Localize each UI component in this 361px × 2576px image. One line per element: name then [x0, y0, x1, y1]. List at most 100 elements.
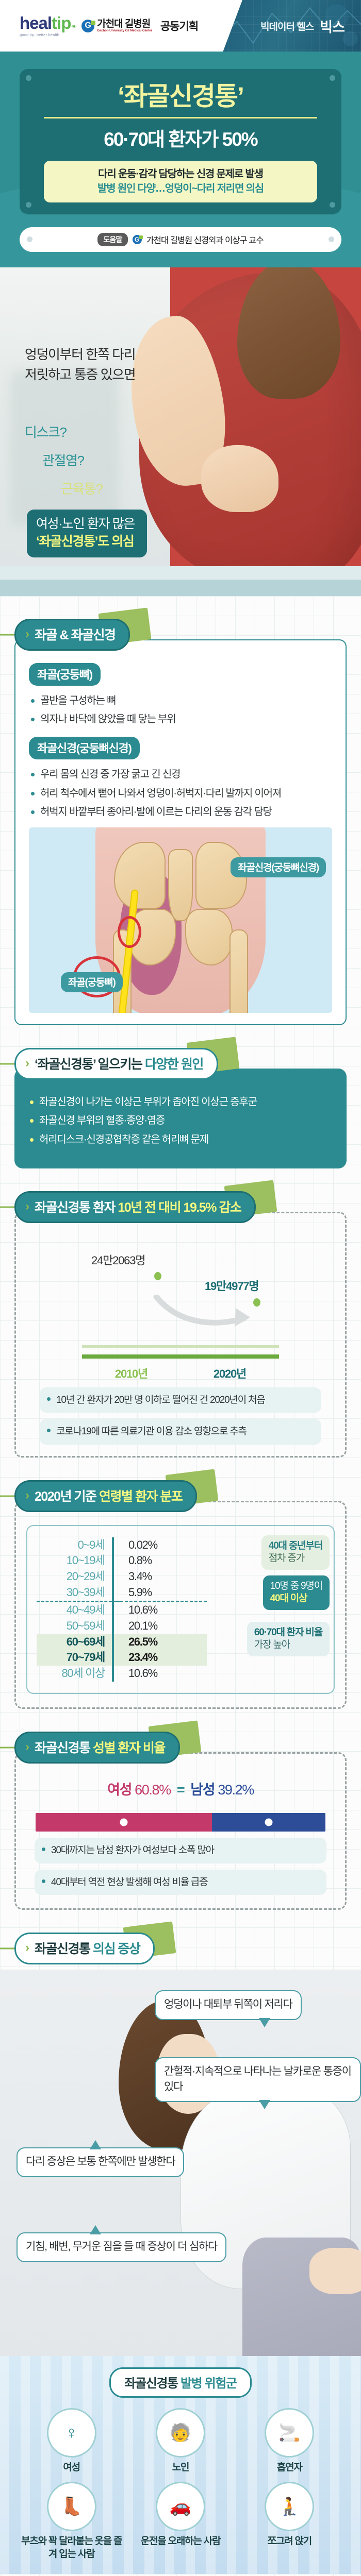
- table-divider: [112, 1634, 120, 1650]
- intro-question-1: 디스크?: [25, 424, 67, 440]
- pelvis-diagram: 좌골신경(궁둥뼈신경) 좌골(궁둥뼈): [29, 827, 332, 1013]
- section-heading-gender: › 좌골신경통 성별 환자 비율: [0, 1720, 202, 1764]
- age-percent: 10.6%: [128, 1667, 158, 1680]
- intro-callout-line1: 여성·노인 환자 많은: [36, 516, 135, 531]
- section-heading-anatomy: › 좌골 & 좌골신경: [0, 607, 152, 651]
- table-divider: [112, 1618, 120, 1634]
- symptoms-heading-highlight: 의심 증상: [92, 1942, 141, 1957]
- femur-right-bone: [229, 929, 248, 1013]
- driving-icon: 🚗: [155, 2481, 205, 2531]
- divider-band: [0, 579, 361, 596]
- table-divider: [112, 1569, 120, 1585]
- hero-summary-line1: 다리 운동·감각 담당하는 신경 문제로 발생: [98, 168, 264, 180]
- gender-card: 여성 60.8% = 남성 39.2% 30대까지는 남성 환자가 여성보다 소…: [14, 1752, 347, 1910]
- chevron-right-icon: ›: [25, 1941, 29, 1955]
- list-item: 좌골신경 부위의 혈종·종양·염증: [28, 1113, 333, 1129]
- anatomy-sub1-list: 골반을 구성하는 뼈 의자나 바닥에 앉았을 때 닿는 부위: [29, 693, 332, 727]
- gender-summary: 여성 60.8% = 남성 39.2%: [29, 1778, 332, 1799]
- intro-text: 엉덩이부터 한쪽 다리 저릿하고 통증 있으면: [25, 345, 136, 385]
- symptoms-heading-pill: › 좌골신경통 의심 증상: [14, 1933, 155, 1965]
- equals-sign: =: [176, 1782, 185, 1798]
- risk-heading-pill: 좌골신경통 발병 위험군: [109, 2367, 252, 2398]
- gender-note-1: 30대까지는 남성 환자가 여성보다 소폭 많아: [35, 1838, 326, 1863]
- section-heading-causes: › ‘좌골신경통’ 일으키는 다양한 원인: [0, 1037, 240, 1080]
- trend-bars: [35, 1345, 326, 1359]
- healtip-tagline: good tip, better health: [20, 32, 60, 38]
- symptom-bubble-2: 간헐적·지속적으로 나타나는 날카로운 통증이 있다: [155, 2057, 361, 2109]
- age-percent: 20.1%: [128, 1619, 158, 1632]
- credit-bar: 도움말 G 가천대 길병원 신경외과 이상구 교수: [20, 227, 341, 252]
- anatomy-sub2-title: 좌골신경(궁둥뼈신경): [29, 736, 140, 759]
- age-callout-2-bold: 40대 이상: [270, 1593, 308, 1604]
- brand-left-group: healtip❧ good tip, better health G 가천대 길…: [0, 0, 242, 52]
- list-item: 우리 몸의 신경 중 가장 굵고 긴 신경: [29, 767, 332, 783]
- risk-heading-wrap: 좌골신경통 발병 위험군: [0, 2356, 361, 2401]
- list-item: 골반을 구성하는 뼈: [29, 693, 332, 709]
- trend-year-2020: 2020년: [213, 1367, 247, 1380]
- bigdata-brand-label: 빅스: [320, 19, 345, 35]
- diagram-label-nerve: 좌골신경(궁둥뼈신경): [231, 857, 326, 877]
- bigdata-health-label: 빅데이터 헬스: [260, 21, 314, 32]
- intro-photo: 엉덩이부터 한쪽 다리 저릿하고 통증 있으면 디스크? 관절염? 근육통? 여…: [0, 267, 361, 566]
- gender-ratio-bar: [36, 1813, 325, 1832]
- intro-line2: 저릿하고 통증 있으면: [25, 366, 136, 382]
- female-icon: ♀: [46, 2408, 96, 2458]
- intro-question-2: 관절염?: [42, 452, 85, 468]
- trend-card: 24만2063명 19만4977명 2010년 2020년: [14, 1211, 347, 1458]
- table-row: 60~69세 26.5%: [37, 1634, 207, 1650]
- risk-items-grid: ♀ 여성 🧓 노인 🚬 흡연자 👢 부츠와 꽉 달라붙는 옷을 즐겨 입는 사람…: [0, 2401, 361, 2561]
- brand-header: healtip❧ good tip, better health G 가천대 길…: [0, 0, 361, 52]
- causes-card: 좌골신경이 나가는 이상근 부위가 좁아진 이상근 증후군 좌골신경 부위의 혈…: [14, 1068, 347, 1168]
- risk-item: 🧎 쪼그려 앉기: [239, 2481, 340, 2561]
- age-heading-highlight: 연령별 환자 분포: [99, 1489, 183, 1504]
- bigdata-health-banner: 빅데이터 헬스 빅스: [221, 0, 361, 52]
- intro-callout-line2: ‘좌골신경통’도 의심: [36, 534, 135, 549]
- person-hair: [237, 267, 340, 399]
- age-percent: 0.8%: [128, 1554, 152, 1567]
- age-percent: 26.5%: [120, 1634, 207, 1650]
- hero-summary-box: 다리 운동·감각 담당하는 신경 문제로 발생 발병 원인 다양…엉덩이~다리 …: [44, 161, 317, 202]
- intro-question-3: 근육통?: [61, 481, 103, 497]
- trend-chart: 24만2063명 19만4977명 2010년 2020년: [29, 1234, 332, 1445]
- page-subtitle: 60·70대 환자가 50%: [104, 129, 258, 150]
- age-label: 50~59세: [66, 1619, 106, 1632]
- age-percent: 3.4%: [128, 1570, 152, 1583]
- gender-heading-highlight: 성별 환자 비율: [92, 1741, 166, 1756]
- screw-icon: [27, 236, 32, 243]
- age-label: 0~9세: [77, 1538, 106, 1551]
- healtip-logo: healtip❧ good tip, better health: [20, 14, 77, 38]
- age-label: 60~69세: [37, 1634, 113, 1650]
- age-callout-3: 60·70대 환자 비율 가장 높아: [247, 1621, 330, 1656]
- trend-value-2020: 19만4977명: [205, 1279, 259, 1293]
- risk-item-label: 쪼그려 앉기: [267, 2535, 313, 2547]
- hero-summary-line2: 발병 원인 다양…엉덩이~다리 저리면 의심: [97, 183, 264, 195]
- chevron-right-icon: ›: [25, 626, 29, 641]
- cooperation-label: 공동기획: [160, 21, 199, 32]
- symptom-bubble-4: 기침, 배변, 무거운 짐을 들 때 증상이 더 심하다: [17, 2225, 227, 2262]
- age-callout-2: 10명 중 9명이 40대 이상: [262, 1575, 330, 1610]
- age-distribution-table: 0~9세 0.02% 10~19세 0.8% 20~29세 3.4% 30~39세 5.…: [37, 1537, 207, 1682]
- age-percent: 0.02%: [128, 1538, 158, 1551]
- trend-bar-lower: [82, 1354, 279, 1359]
- content-area-lower: › 좌골신경통 진단법 ‘최지기공명검사’ 배뇨·누운 채 한쪽으로 다리 들어…: [0, 2574, 361, 2576]
- credit-wrapper: 도움말 G 가천대 길병원 신경외과 이상구 교수: [20, 227, 341, 267]
- risk-heading-plain: 좌골신경통: [124, 2377, 180, 2391]
- risk-item-label: 운전을 오래하는 사람: [140, 2535, 221, 2547]
- table-row: 80세 이상 10.6%: [37, 1666, 207, 1682]
- elderly-icon: 🧓: [155, 2408, 205, 2458]
- risk-item: 👢 부츠와 꽉 달라붙는 옷을 즐겨 입는 사람: [21, 2481, 123, 2561]
- age-heading-plain: 2020년 기준: [35, 1489, 100, 1504]
- causes-heading-pill: › ‘좌골신경통’ 일으키는 다양한 원인: [14, 1047, 218, 1080]
- anatomy-card: 좌골(궁둥뼈) 골반을 구성하는 뼈 의자나 바닥에 앉았을 때 닿는 부위 좌…: [14, 639, 347, 1025]
- age-callout-2-text: 10명 중 9명이: [270, 1580, 323, 1591]
- trend-heading-pill: › 좌골신경통 환자 10년 전 대비 19.5% 감소: [14, 1191, 256, 1223]
- table-row: 40~49세 10.6%: [37, 1600, 207, 1618]
- screw-icon: [330, 201, 335, 208]
- age-heading-pill: › 2020년 기준 연령별 환자 분포: [14, 1480, 198, 1512]
- hospital-name-kr: 가천대 길병원: [97, 18, 151, 29]
- age-table-box: 0~9세 0.02% 10~19세 0.8% 20~29세 3.4% 30~39세 5.…: [26, 1524, 335, 1694]
- risk-item-label: 부츠와 꽉 달라붙는 옷을 즐겨 입는 사람: [21, 2535, 123, 2560]
- screw-icon: [26, 201, 31, 208]
- person-hand: [201, 445, 278, 512]
